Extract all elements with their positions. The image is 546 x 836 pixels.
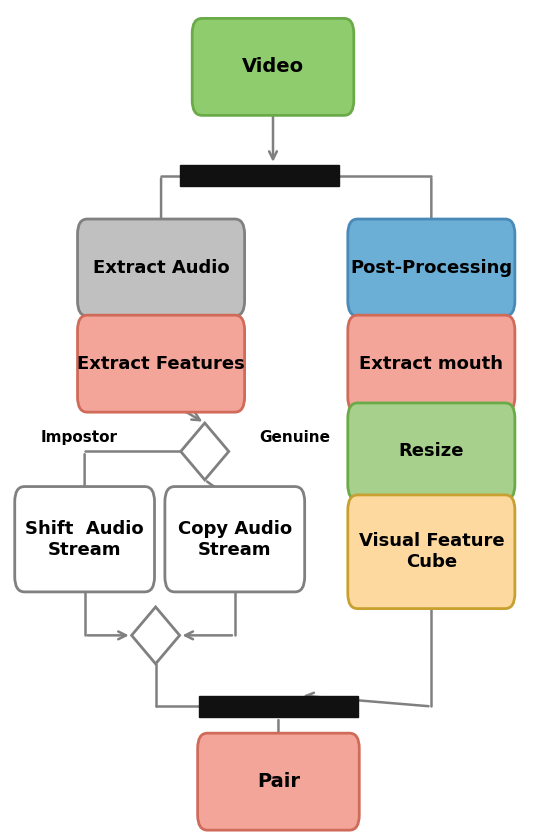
- FancyBboxPatch shape: [78, 219, 245, 316]
- Bar: [199, 696, 358, 717]
- Text: Shift  Audio
Stream: Shift Audio Stream: [25, 520, 144, 558]
- Text: Extract Audio: Extract Audio: [93, 258, 229, 277]
- Text: Video: Video: [242, 58, 304, 76]
- Text: Impostor: Impostor: [40, 430, 117, 445]
- FancyBboxPatch shape: [165, 487, 305, 592]
- Text: Resize: Resize: [399, 442, 464, 461]
- FancyBboxPatch shape: [192, 18, 354, 115]
- Text: Visual Feature
Cube: Visual Feature Cube: [359, 533, 504, 571]
- Polygon shape: [132, 607, 180, 664]
- Polygon shape: [181, 423, 229, 480]
- FancyBboxPatch shape: [78, 315, 245, 412]
- Text: Extract Features: Extract Features: [77, 354, 245, 373]
- FancyBboxPatch shape: [348, 403, 515, 500]
- Text: Genuine: Genuine: [259, 430, 330, 445]
- FancyBboxPatch shape: [348, 315, 515, 412]
- FancyBboxPatch shape: [198, 733, 359, 830]
- Text: Pair: Pair: [257, 772, 300, 791]
- Bar: [180, 165, 339, 186]
- FancyBboxPatch shape: [348, 219, 515, 316]
- FancyBboxPatch shape: [15, 487, 155, 592]
- Text: Post-Processing: Post-Processing: [351, 258, 512, 277]
- Text: Extract mouth: Extract mouth: [359, 354, 503, 373]
- FancyBboxPatch shape: [348, 495, 515, 609]
- Text: Copy Audio
Stream: Copy Audio Stream: [177, 520, 292, 558]
